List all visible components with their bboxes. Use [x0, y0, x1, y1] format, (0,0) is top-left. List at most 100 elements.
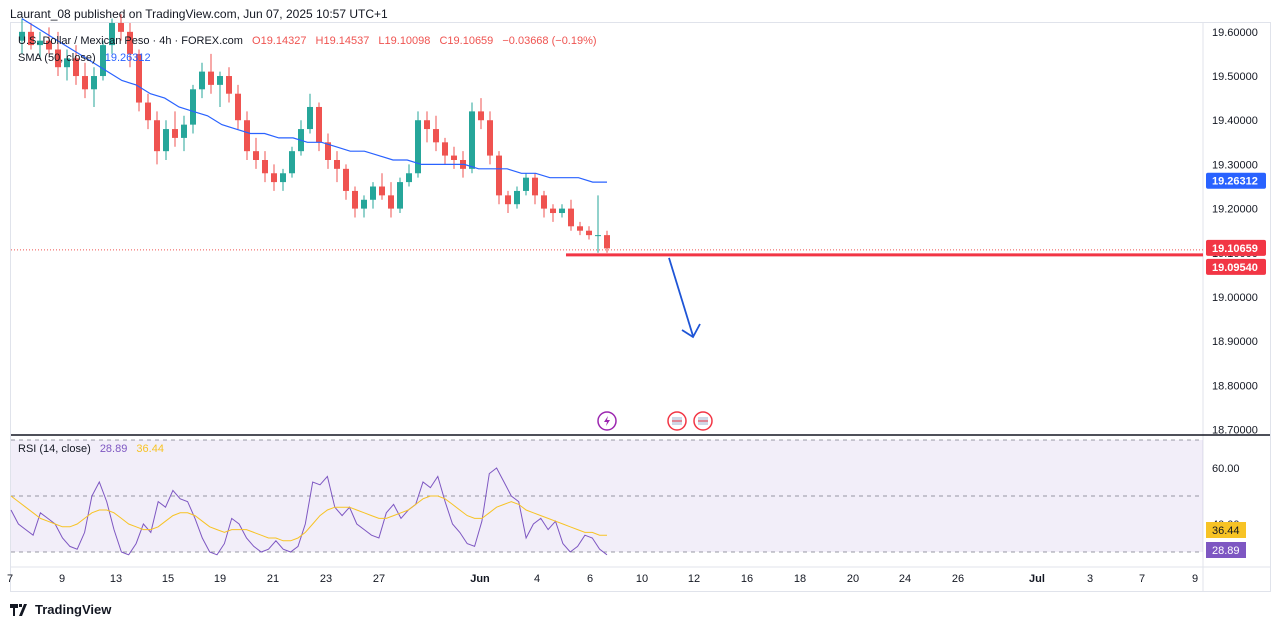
time-tick-label: 10 [636, 573, 648, 585]
symbol-title: U.S. Dollar / Mexican Peso · 4h · FOREX.… [18, 35, 243, 47]
price-tick-label: 19.20000 [1212, 204, 1258, 216]
time-tick-label: 18 [794, 573, 806, 585]
candle-body [550, 208, 556, 214]
time-tick-label: 23 [320, 573, 332, 585]
candle-body [262, 160, 268, 174]
candle-body [586, 230, 592, 236]
candle-body [253, 151, 259, 160]
candle-body [505, 195, 511, 205]
price-tick-label: 18.90000 [1212, 336, 1258, 348]
candle-body [235, 93, 241, 121]
candle-body [424, 120, 430, 130]
candle-body [280, 173, 286, 183]
candle-body [64, 58, 70, 68]
time-tick-label: 4 [534, 573, 540, 585]
candle-body [118, 23, 124, 32]
time-tick-label: 6 [587, 573, 593, 585]
candle-body [226, 76, 232, 94]
candle-body [28, 31, 34, 46]
candle-body [523, 177, 529, 191]
candle-body [415, 120, 421, 174]
candle-body [325, 142, 331, 160]
price-tick-label: 19.00000 [1212, 292, 1258, 304]
level-price-label: 19.09540 [1212, 262, 1258, 274]
rsi-ma-label-bg [1206, 522, 1246, 538]
candle-body [442, 142, 448, 156]
price-tick-label: 18.80000 [1212, 380, 1258, 392]
candle-body [91, 76, 97, 90]
candle-body [595, 235, 601, 237]
time-tick-label: 26 [952, 573, 964, 585]
candle-body [199, 71, 205, 90]
candle-body [271, 173, 277, 183]
rsi-value: 28.89 [99, 443, 128, 455]
candle-body [289, 151, 295, 174]
low-value: L19.10098 [378, 35, 431, 47]
rsi-tick-label: 60.00 [1212, 463, 1240, 475]
high-value: H19.14537 [315, 35, 370, 47]
tradingview-logo[interactable]: TradingView [10, 602, 111, 617]
last-price-label: 19.10659 [1212, 243, 1258, 255]
candle-body [469, 111, 475, 169]
time-tick-label: 27 [373, 573, 385, 585]
candle-body [532, 177, 538, 196]
time-tick-label: 15 [162, 573, 174, 585]
candle-body [172, 129, 178, 138]
candle-body [217, 76, 223, 85]
rsi-ma-value: 36.44 [136, 443, 164, 455]
candle-body [208, 71, 214, 85]
candle-body [514, 190, 520, 205]
time-tick-label: 19 [214, 573, 226, 585]
level-price-label-bg [1206, 258, 1266, 275]
rsi-legend: RSI (14, close) 28.89 36.44 [18, 443, 170, 455]
candle-body [496, 155, 502, 196]
time-tick-label: 9 [1192, 573, 1198, 585]
rsi-ma-line [10, 495, 607, 542]
open-value: O19.14327 [252, 35, 307, 47]
lightning-icon-bolt [604, 416, 610, 426]
sma-label: SMA (50, close) [18, 52, 96, 64]
time-tick-label: 3 [1087, 573, 1093, 585]
rsi-ma-axis-label: 36.44 [1212, 525, 1240, 537]
chart-frame [10, 22, 1271, 592]
candle-body [46, 40, 52, 50]
candle-body [37, 40, 43, 46]
sma-value: 19.26312 [104, 52, 151, 64]
change-value: −0.03668 (−0.19%) [502, 35, 597, 47]
candle-body [181, 124, 187, 138]
price-tick-label: 19.60000 [1212, 27, 1258, 39]
candle-body [82, 76, 88, 90]
candle-body [568, 208, 574, 227]
candle-body [163, 129, 169, 152]
candle-body [433, 129, 439, 143]
price-tick-label: 19.50000 [1212, 71, 1258, 83]
candle-body [127, 31, 133, 54]
candle-body [109, 23, 115, 46]
candle-body [541, 195, 547, 209]
candle-body [559, 208, 565, 214]
time-tick-label: 24 [899, 573, 911, 585]
rsi-axis-label: 28.89 [1212, 545, 1240, 557]
price-tick-label: 19.30000 [1212, 159, 1258, 171]
tradingview-brand: TradingView [35, 602, 112, 617]
sma-line [21, 18, 607, 183]
time-tick-label: 7 [1139, 573, 1145, 585]
candle-body [55, 49, 61, 68]
candle-body [406, 173, 412, 183]
projection-arrow-head [681, 323, 701, 339]
main-legend: U.S. Dollar / Mexican Peso · 4h · FOREX.… [18, 35, 603, 47]
sma-price-label: 19.26312 [1212, 176, 1258, 188]
time-tick-label: 13 [110, 573, 122, 585]
candle-body [388, 195, 394, 209]
sma-legend: SMA (50, close) 19.26312 [18, 52, 157, 64]
candle-body [145, 102, 151, 121]
projection-arrow-line [668, 257, 694, 337]
candle-body [154, 120, 160, 152]
candle-body [136, 53, 142, 103]
rsi-label: RSI (14, close) [18, 443, 91, 455]
candle-body [73, 58, 79, 77]
time-tick-label: 7 [7, 573, 13, 585]
time-tick-label: Jul [1029, 573, 1045, 585]
candle-body [577, 226, 583, 231]
